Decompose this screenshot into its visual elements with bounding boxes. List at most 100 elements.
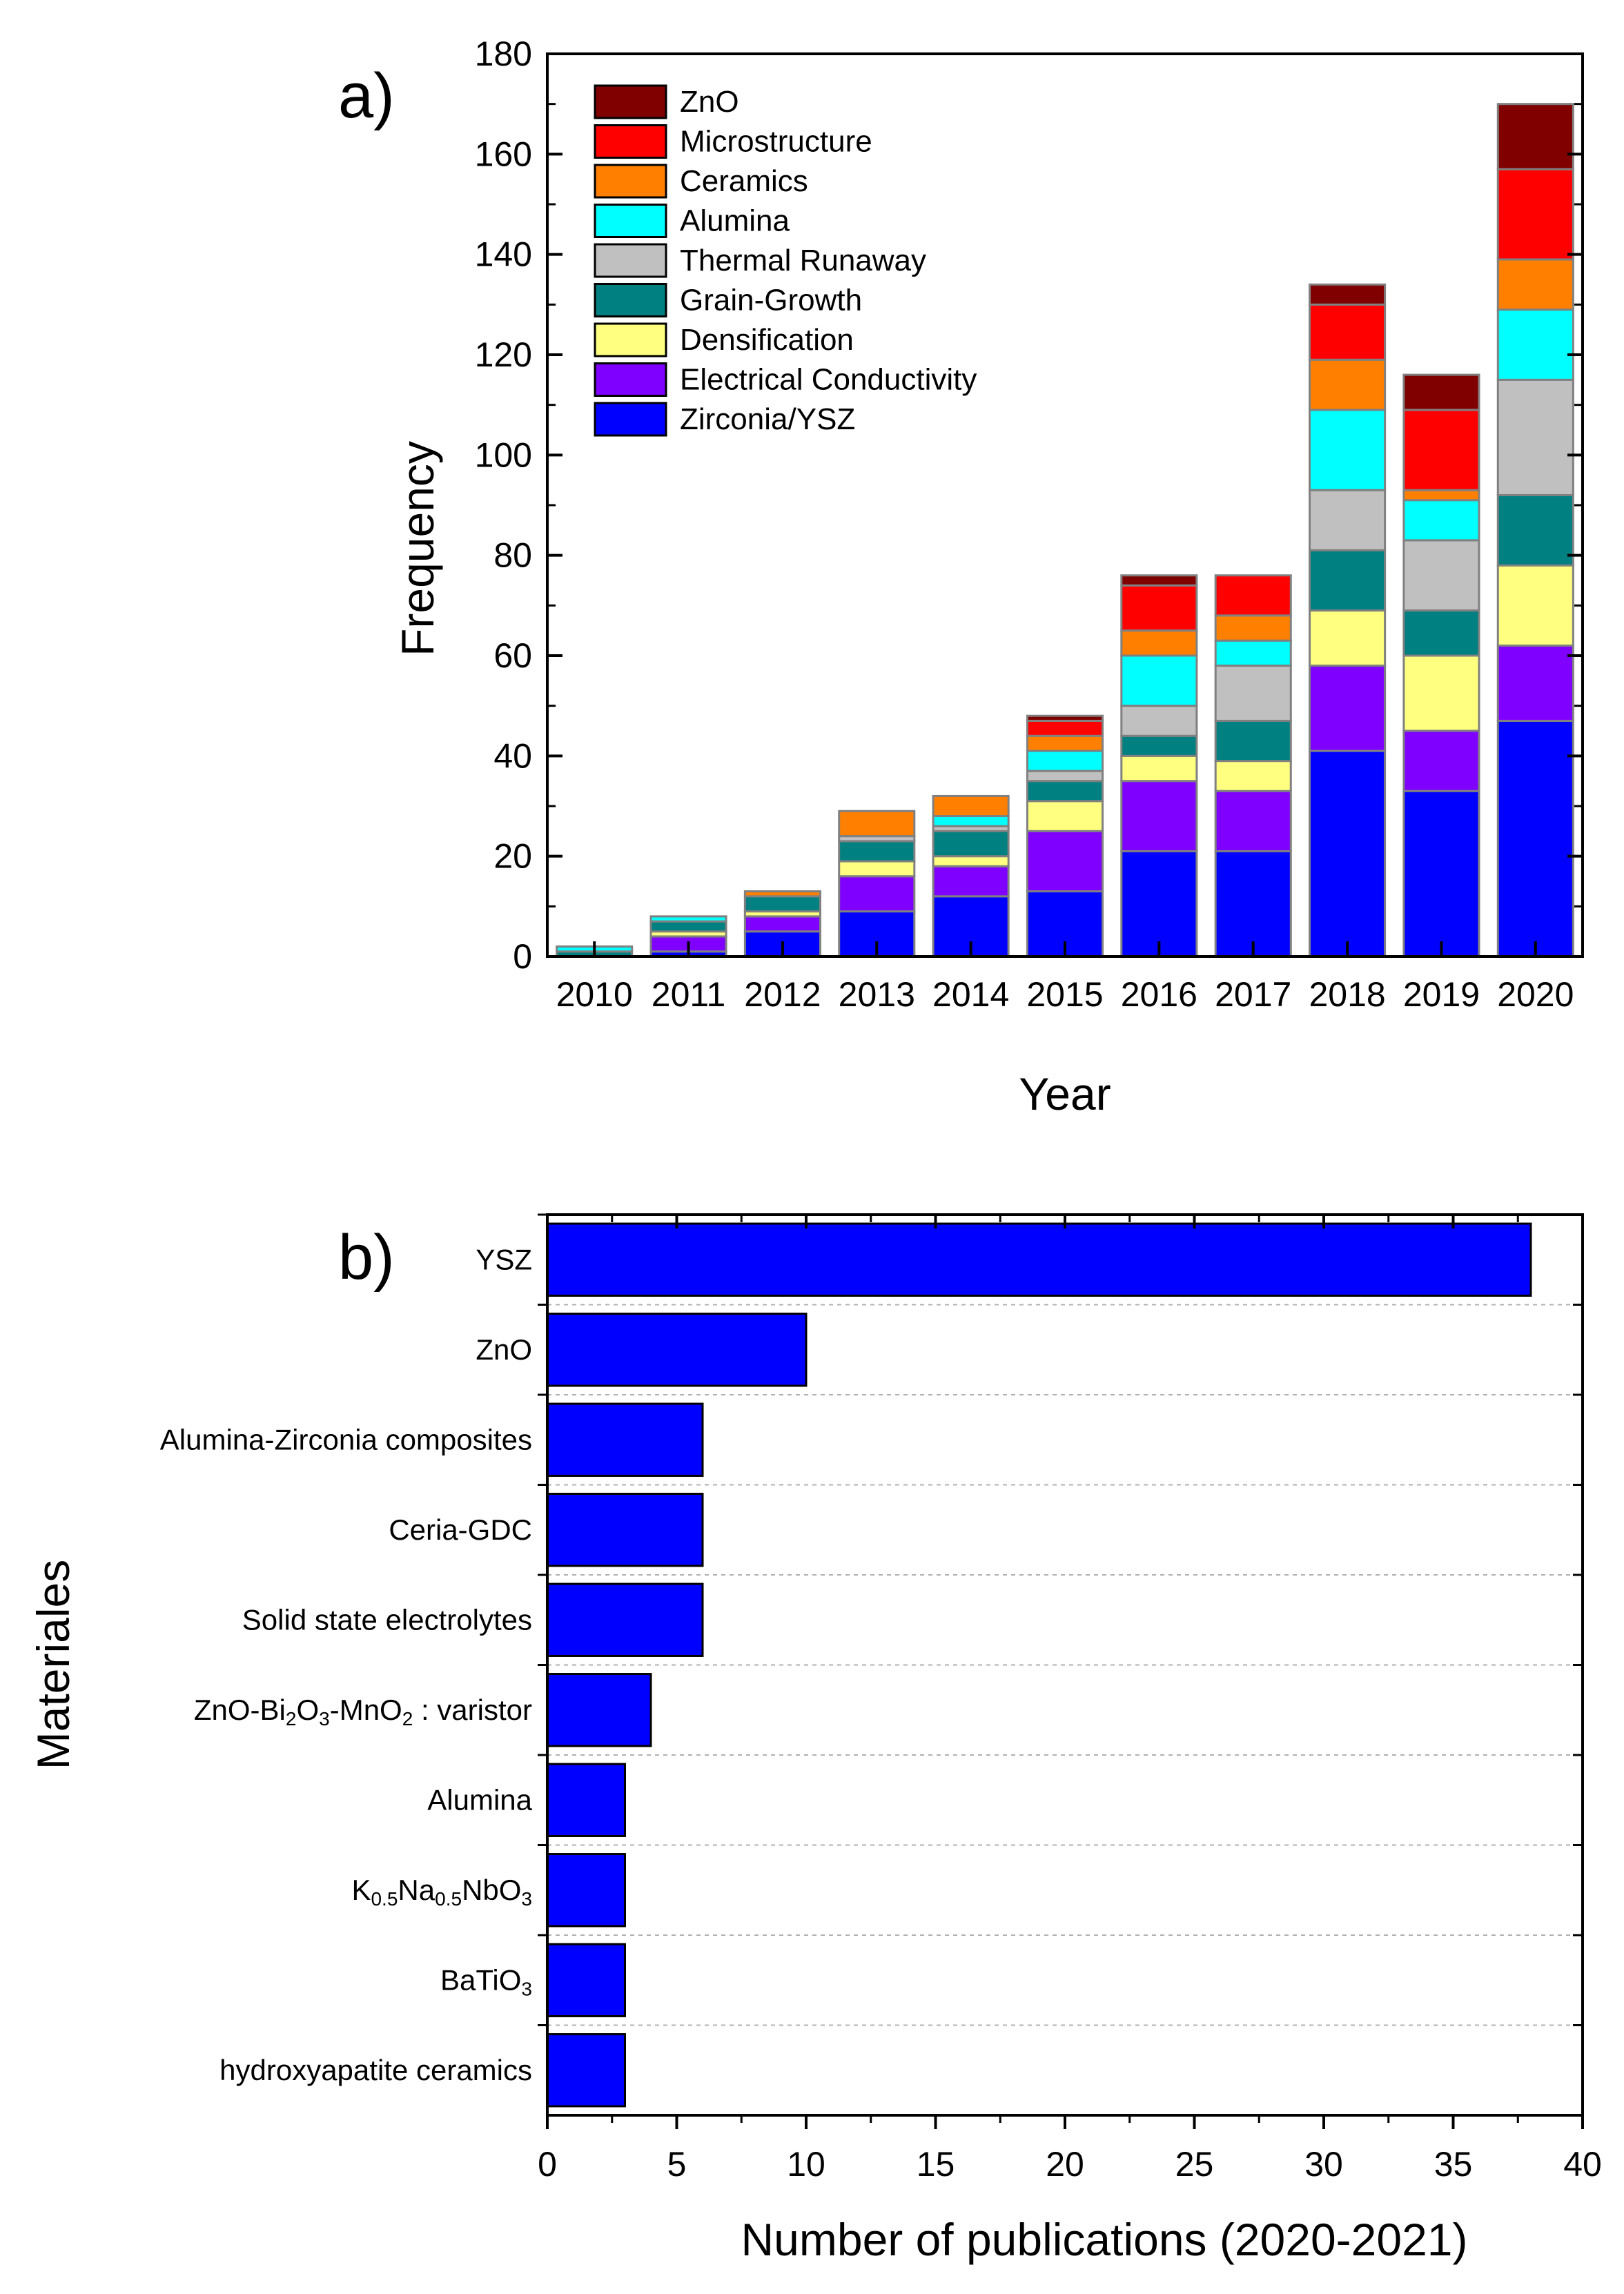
category-label-part: -MnO [330,1694,402,1726]
x-tick-label: 15 [917,2145,955,2184]
category-label-part: 0.5 [435,1888,462,1910]
bar-segment [1402,373,1480,411]
x-tick-label: 2017 [1215,975,1291,1014]
category-label-part: BaTiO [440,1963,521,1996]
legend: ZnO Microstructure Ceramics Alumina Thermal … [594,84,977,437]
x-axis-title: Year [1019,1068,1111,1119]
bar-segment [649,915,727,923]
category-label: Solid state electrolytes [242,1603,532,1636]
bar-segment [1120,654,1198,707]
y-tick-label: 20 [493,837,532,876]
y-tick-label: 120 [475,335,532,374]
category-label-part: NbO [462,1874,521,1906]
legend-swatch [594,124,667,159]
bar [546,1582,704,1657]
category-label: Alumina [427,1783,532,1816]
x-tick-label: 2011 [652,975,726,1014]
chart-a: 0 20 40 60 80 100 120 140 160 180 2010 2011 2012 2013… [338,35,1584,1119]
bar-segment [1214,574,1292,617]
category-label: hydroxyapatite ceramics [219,2054,532,2086]
y-tick-label: 160 [475,135,532,173]
bar-segment [1309,549,1387,612]
category-label: Ceria-GDC [389,1513,532,1546]
category-label-part: ZnO-Bi [194,1694,286,1726]
bar-segment [932,794,1010,818]
x-tick-label: 10 [787,2145,825,2184]
category-label-part: O [296,1694,319,1726]
bar [546,1313,808,1387]
category-label-part: 2 [286,1708,297,1729]
x-tick-label: 35 [1434,2145,1473,2184]
bar-segment [1309,358,1387,411]
legend-swatch [594,362,667,397]
bar-segment [1026,769,1104,783]
x-axis-title: Number of publications (2020-2021) [741,2214,1468,2265]
category-label: K0.5Na0.5NbO3 [351,1874,532,1910]
bar-segment [1496,719,1574,958]
x-tick-label: 2018 [1309,975,1385,1014]
bar-segment [1309,303,1387,361]
bar [546,2033,626,2108]
bar [546,1222,1532,1297]
legend-label: Grain-Growth [680,284,862,317]
bar-segment [838,840,916,863]
bar-segment [1214,719,1292,763]
bar-segment [1402,489,1480,502]
bar-segment [1496,378,1574,496]
panel-label: a) [338,61,395,131]
legend-swatch [594,402,667,437]
x-tick-label: 2012 [744,975,821,1014]
bar-segment [1214,850,1292,958]
panel-label: b) [338,1222,395,1293]
bar [546,1763,626,1837]
y-tick-label: 0 [513,937,532,976]
bar-segment [1120,574,1198,587]
y-tick-label: 180 [475,35,532,73]
category-label-part: 3 [521,1888,532,1910]
bar-segment [1026,714,1104,722]
category-label-part: 3 [521,1978,532,1999]
bar-segment [1402,790,1480,958]
legend-label: Zirconia/YSZ [680,402,855,436]
x-tick-label: 2019 [1403,975,1480,1014]
bar-segment [743,895,821,913]
category-label: BaTiO3 [440,1963,532,1999]
y-tick-label: 40 [493,736,532,775]
bar-segment [1309,749,1387,958]
bar-segment [1309,283,1387,306]
legend-label: Thermal Runaway [680,244,926,277]
category-label: ZnO-Bi2O3-MnO2 : varistor [194,1694,532,1729]
bar-segment [1496,168,1574,261]
bar-segment [1026,780,1104,803]
y-tick-label: 100 [475,435,532,474]
bar-segment [1120,584,1198,632]
bar-segment [1120,629,1198,657]
bar-segment [1496,258,1574,311]
category-label: ZnO [476,1333,532,1366]
x-tick-label: 2016 [1121,975,1197,1014]
bar-segment [1120,754,1198,783]
bar-segment [838,875,916,913]
chart-b: YSZ ZnO Alumina-Zirconia composites Ceria-G… [28,1213,1602,2265]
bar-segment [1120,705,1198,737]
x-tick-label: 2015 [1026,975,1103,1014]
legend-label: Alumina [680,204,790,238]
bar-segment [932,830,1010,858]
bar [546,1943,626,2017]
y-axis-title: Frequency [392,441,443,656]
y-axis-title: Materiales [28,1560,79,1769]
legend-swatch [594,322,667,357]
bar [546,1493,704,1567]
bar-segment [1496,644,1574,722]
category-label-part: 2 [402,1708,413,1729]
x-tick-label: 2013 [839,975,915,1014]
bar-segment [1496,308,1574,381]
bar-segment [1026,800,1104,832]
bar [546,1853,626,1928]
bar-segment [1214,614,1292,642]
bar-segment [743,890,821,898]
bar-segment [932,865,1010,898]
bar-segment [1214,790,1292,852]
bar-segment [1026,830,1104,893]
